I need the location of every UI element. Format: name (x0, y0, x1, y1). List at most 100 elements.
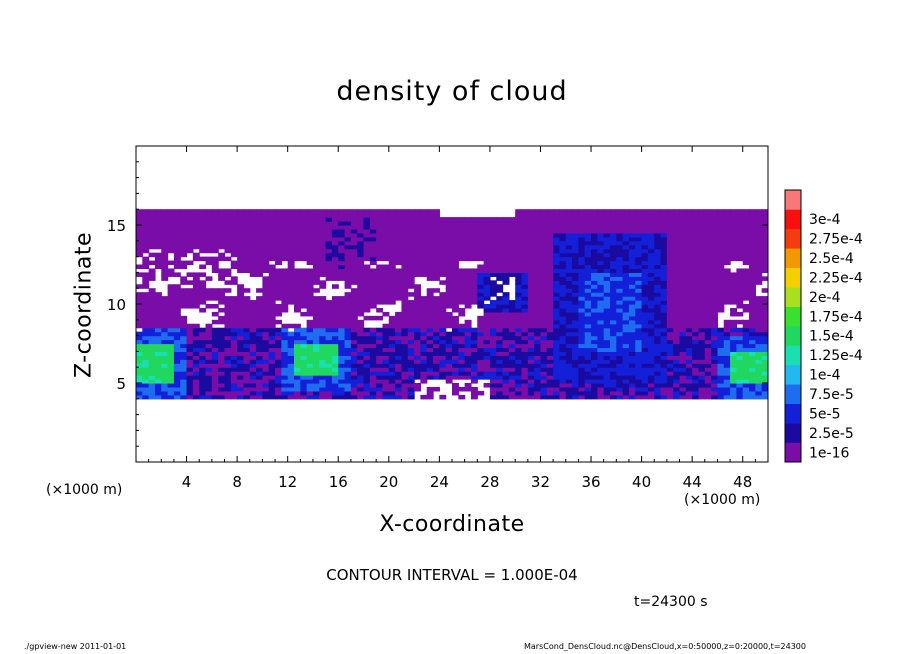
density-cell (698, 272, 706, 277)
density-cell (452, 236, 459, 242)
density-cell (515, 339, 523, 345)
density-cell (641, 311, 649, 317)
density-cell (761, 339, 768, 345)
density-cell (363, 296, 371, 301)
density-cell (761, 221, 768, 226)
density-cell (154, 386, 162, 392)
density-cell (388, 256, 396, 262)
density-cell (142, 228, 150, 234)
density-cell (622, 300, 630, 305)
density-cell (439, 351, 447, 356)
density-cell (312, 268, 320, 273)
density-cell (654, 276, 662, 281)
density-cell (616, 264, 624, 270)
density-cell (717, 307, 725, 313)
density-cell (730, 327, 737, 333)
density-cell (723, 256, 731, 262)
density-cell (761, 351, 768, 356)
density-cell (565, 390, 573, 396)
density-cell (717, 339, 725, 345)
density-cell (319, 264, 327, 270)
density-cell (717, 300, 725, 305)
density-cell (148, 236, 156, 242)
density-cell (470, 272, 478, 277)
density-cell (628, 264, 636, 270)
density-cell (275, 311, 282, 317)
density-cell (666, 276, 674, 281)
density-cell (458, 300, 466, 305)
density-cell (464, 276, 472, 281)
density-cell (452, 264, 459, 270)
density-cell (597, 375, 605, 380)
density-cell (578, 386, 586, 392)
density-cell (325, 236, 333, 242)
density-cell (319, 323, 327, 329)
density-cell (685, 264, 693, 270)
density-cell (458, 355, 466, 360)
density-cell (717, 260, 725, 266)
density-cell (344, 276, 352, 281)
density-cell (641, 221, 649, 226)
density-cell (161, 244, 169, 250)
density-cell (666, 311, 674, 317)
density-cell (319, 268, 327, 273)
density-cell (376, 343, 384, 349)
density-cell (211, 217, 219, 222)
density-cell (755, 217, 763, 222)
density-cell (723, 363, 731, 368)
density-cell (237, 213, 245, 218)
density-cell (704, 331, 712, 337)
density-cell (344, 327, 352, 333)
density-cell (597, 236, 605, 242)
density-cell (730, 319, 737, 325)
density-cell (338, 390, 346, 396)
density-cell (300, 386, 308, 392)
density-cell (376, 394, 384, 400)
density-cell (268, 276, 276, 281)
density-cell (749, 339, 756, 345)
density-cell (534, 292, 542, 297)
density-cell (565, 260, 573, 266)
density-cell (192, 331, 200, 337)
density-cell (666, 319, 674, 325)
density-cell (414, 264, 421, 270)
density-cell (591, 288, 598, 293)
density-cell (218, 252, 226, 258)
density-cell (470, 256, 478, 262)
density-cell (565, 327, 573, 333)
density-cell (610, 256, 617, 262)
density-cell (369, 300, 377, 305)
density-cell (312, 383, 320, 388)
density-cell (628, 323, 636, 329)
density-cell (218, 244, 226, 250)
density-cell (527, 248, 535, 254)
density-cell (186, 260, 194, 266)
density-cell (622, 379, 630, 384)
density-cell (761, 383, 768, 388)
density-cell (692, 264, 700, 270)
density-cell (275, 347, 282, 352)
density-cell (527, 209, 535, 214)
density-cell (515, 307, 523, 313)
density-cell (736, 331, 744, 337)
density-cell (540, 248, 548, 254)
density-cell (249, 232, 257, 238)
colorbar-swatch (785, 442, 801, 463)
density-cell (433, 331, 440, 337)
density-cell (591, 371, 598, 376)
density-cell (591, 379, 598, 384)
density-cell (287, 268, 295, 273)
density-cell (407, 307, 415, 313)
density-cell (597, 284, 605, 289)
density-cell (496, 236, 504, 242)
density-cell (755, 363, 763, 368)
density-cell (256, 375, 263, 380)
density-cell (192, 304, 200, 309)
density-cell (546, 272, 554, 277)
density-cell (433, 339, 440, 345)
density-cell (256, 272, 263, 277)
density-cell (306, 213, 314, 218)
density-cell (628, 315, 636, 321)
density-cell (426, 327, 434, 333)
